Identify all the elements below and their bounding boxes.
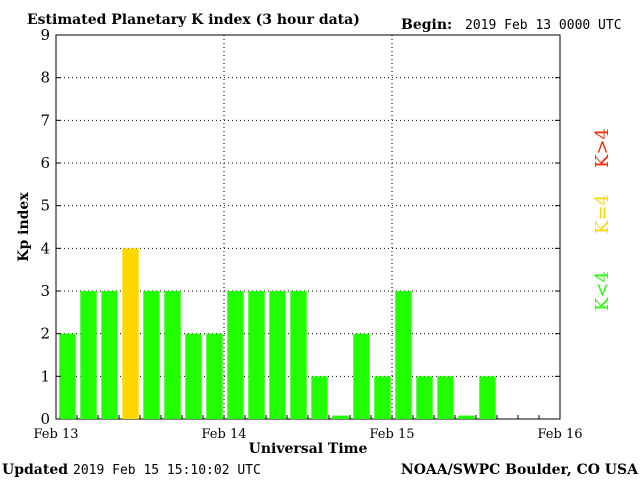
y-tick-label: 4 [40,239,50,257]
credit-text: NOAA/SWPC Boulder, CO USA [401,462,639,478]
kp-bar [122,248,139,419]
chart-title: Estimated Planetary K index (3 hour data… [27,12,360,28]
kp-bar [206,333,223,419]
kp-bar [395,291,412,419]
x-axis-ticks: Feb 13 Feb 14 Feb 15 Feb 16 [34,415,583,442]
y-axis-label: Kp index [16,192,32,262]
y-tick-label: 0 [40,410,50,428]
kp-bar [164,291,181,419]
y-tick-label: 7 [40,111,50,129]
kp-bar [479,376,496,419]
kp-bar [80,291,97,419]
kp-bar [458,415,475,419]
kp-bar [269,291,286,419]
legend-k-eq-4: K=4 [592,194,613,234]
x-tick-label: Feb 13 [34,427,79,442]
kp-bar [59,333,76,419]
begin-label: Begin: [401,17,452,33]
grid-lines [56,35,560,419]
y-tick-label: 6 [40,154,50,172]
y-tick-label: 3 [40,282,50,300]
kp-bar [185,333,202,419]
x-tick-label: Feb 14 [202,427,247,442]
y-tick-label: 8 [40,69,50,87]
updated-value: 2019 Feb 15 15:10:02 UTC [73,463,261,478]
x-tick-label: Feb 16 [538,427,583,442]
legend-k-gt-4: K>4 [592,128,613,168]
y-tick-label: 5 [40,197,50,215]
x-axis-label: Universal Time [249,441,368,457]
bar-series [59,248,496,419]
kp-bar [353,333,370,419]
kp-bar [227,291,244,419]
legend-k-lt-4: K<4 [592,271,613,311]
y-tick-label: 2 [40,325,50,343]
kp-bar [143,291,160,419]
kp-bar [290,291,307,419]
y-tick-label: 9 [40,26,50,44]
y-axis-ticks: 0 1 2 3 4 5 6 7 8 9 [40,26,560,428]
kp-bar [437,376,454,419]
begin-value: 2019 Feb 13 0000 UTC [465,18,622,33]
updated-label: Updated [2,462,68,478]
kp-bar [311,376,328,419]
kp-bar [332,415,349,419]
x-tick-label: Feb 15 [370,427,415,442]
kp-bar [101,291,118,419]
y-tick-label: 1 [40,367,50,385]
kp-bar [374,376,391,419]
kp-bar [248,291,265,419]
kp-bar [416,376,433,419]
